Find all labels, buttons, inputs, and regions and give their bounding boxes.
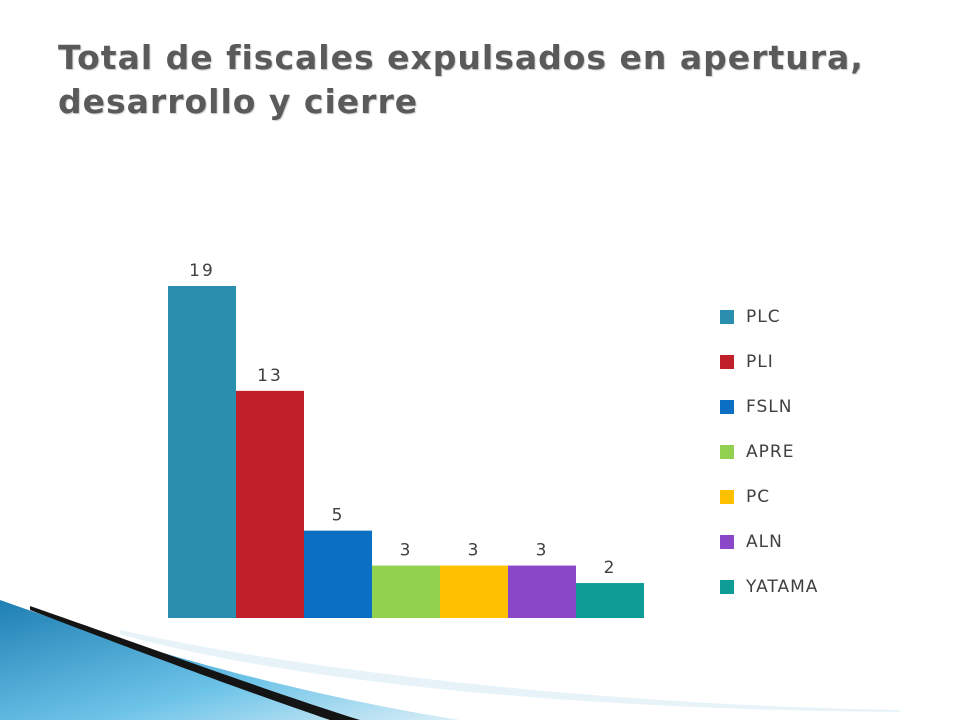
legend-swatch [720,579,734,594]
legend-swatch [720,534,734,549]
legend-swatch [720,489,734,504]
data-labels-group: 19 13 5 3 3 3 2 [189,261,617,578]
legend-item-pli: PLI [720,339,920,384]
chart-legend: PLC PLI FSLN APRE PC ALN YATAMA [720,294,920,609]
legend-item-pc: PC [720,474,920,519]
page-title: Total de fiscales expulsados en apertura… [58,38,864,121]
legend-item-aln: ALN [720,519,920,564]
data-label-pc: 3 [468,541,481,561]
legend-label: YATAMA [746,576,819,597]
legend-swatch [720,309,734,324]
legend-label: FSLN [746,396,793,417]
legend-swatch [720,354,734,369]
data-label-apre: 3 [400,541,413,561]
data-label-plc: 19 [189,261,215,281]
bar-pli [236,390,304,618]
bar-pc [440,565,508,618]
legend-swatch [720,399,734,414]
bars-group [168,286,644,618]
data-label-fsln: 5 [332,506,345,526]
legend-label: APRE [746,441,795,462]
legend-swatch [720,444,734,459]
bar-yatama [576,583,644,618]
legend-item-apre: APRE [720,429,920,474]
bar-plc [168,286,236,618]
legend-item-yatama: YATAMA [720,564,920,609]
data-label-pli: 13 [257,366,283,386]
data-label-yatama: 2 [604,558,617,578]
bar-apre [372,565,440,618]
bar-aln [508,565,576,618]
legend-item-plc: PLC [720,294,920,339]
data-label-aln: 3 [536,541,549,561]
legend-label: PC [746,486,771,507]
legend-label: PLI [746,351,774,372]
bar-fsln [304,530,372,618]
legend-label: ALN [746,531,783,552]
decorative-swoosh [0,600,900,720]
legend-item-fsln: FSLN [720,384,920,429]
swoosh-blue [0,600,460,720]
legend-label: PLC [746,306,781,327]
